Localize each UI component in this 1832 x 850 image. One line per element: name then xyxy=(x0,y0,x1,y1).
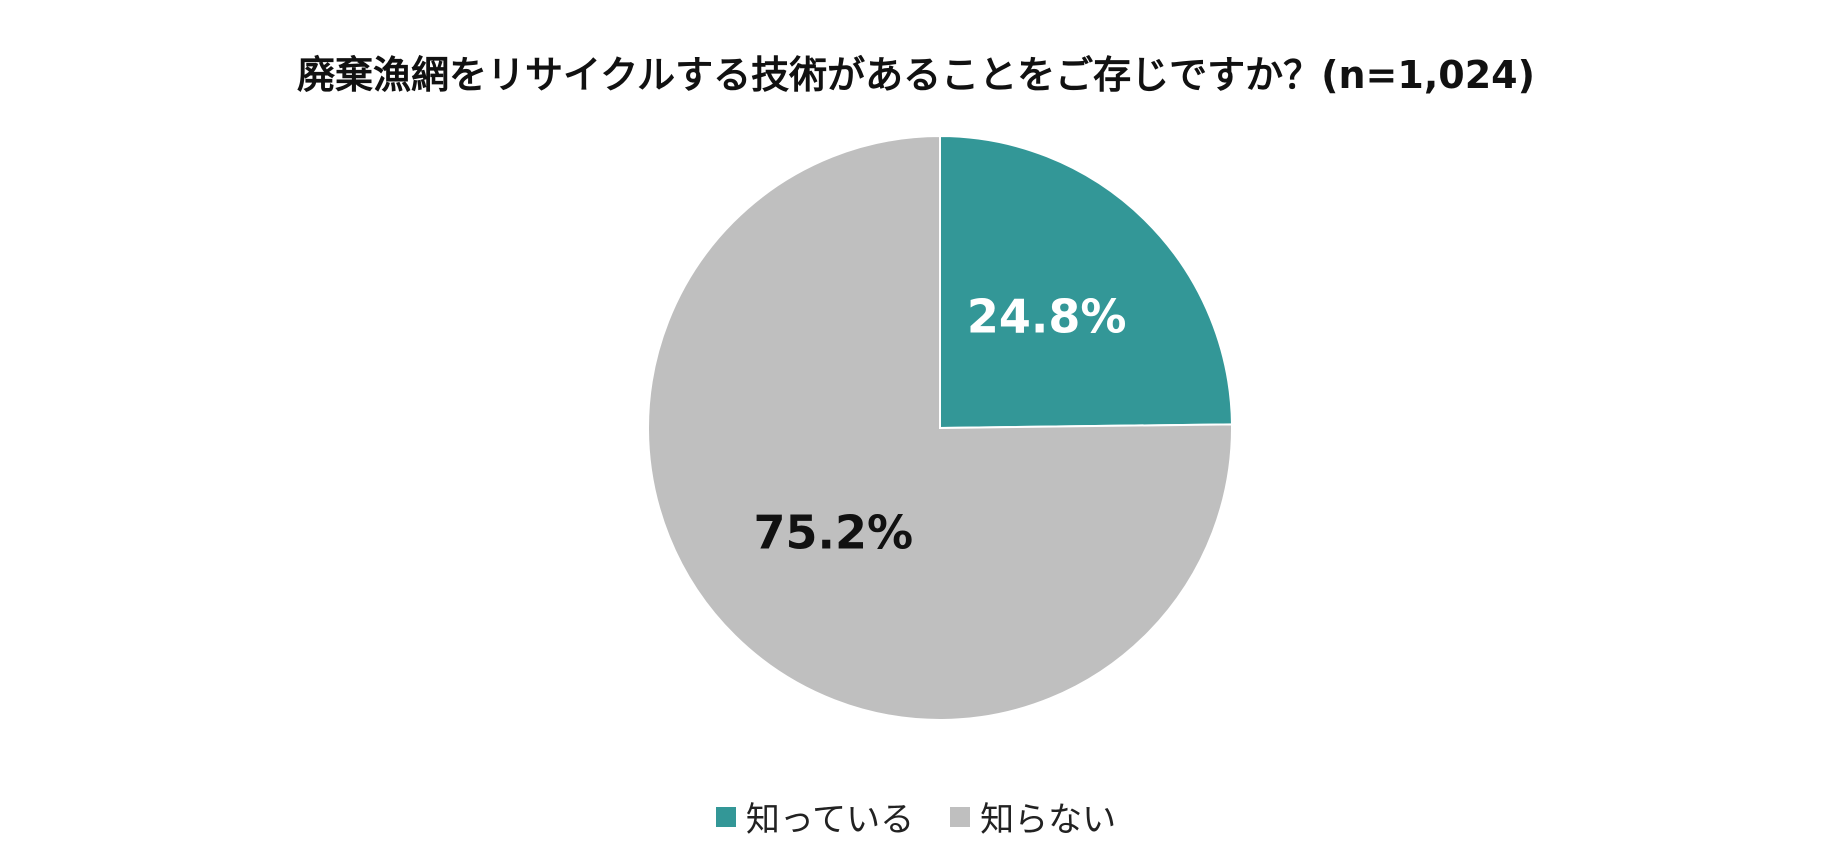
legend-swatch-known xyxy=(715,806,736,827)
pie-slice-unknown xyxy=(647,134,1233,721)
legend-item-unknown: 知らない xyxy=(950,792,1116,841)
legend-swatch-unknown xyxy=(950,806,971,827)
chart-title: 廃棄漁網をリサイクルする技術があることをご存じですか？(n=1,024) xyxy=(297,53,1535,97)
data-label-unknown: 75.2% xyxy=(754,506,914,560)
legend-label-unknown: 知らない xyxy=(980,800,1117,840)
pie-slice-known xyxy=(939,134,1233,430)
pie-slices xyxy=(647,134,1233,721)
pie-data-labels: 24.8% 75.2% xyxy=(754,289,1127,559)
pie-chart: 24.8% 75.2% xyxy=(647,134,1233,721)
data-label-known: 24.8% xyxy=(967,289,1127,343)
legend: 知っている 知らない xyxy=(0,792,1832,841)
legend-item-known: 知っている xyxy=(715,792,915,841)
legend-label-known: 知っている xyxy=(745,800,915,840)
